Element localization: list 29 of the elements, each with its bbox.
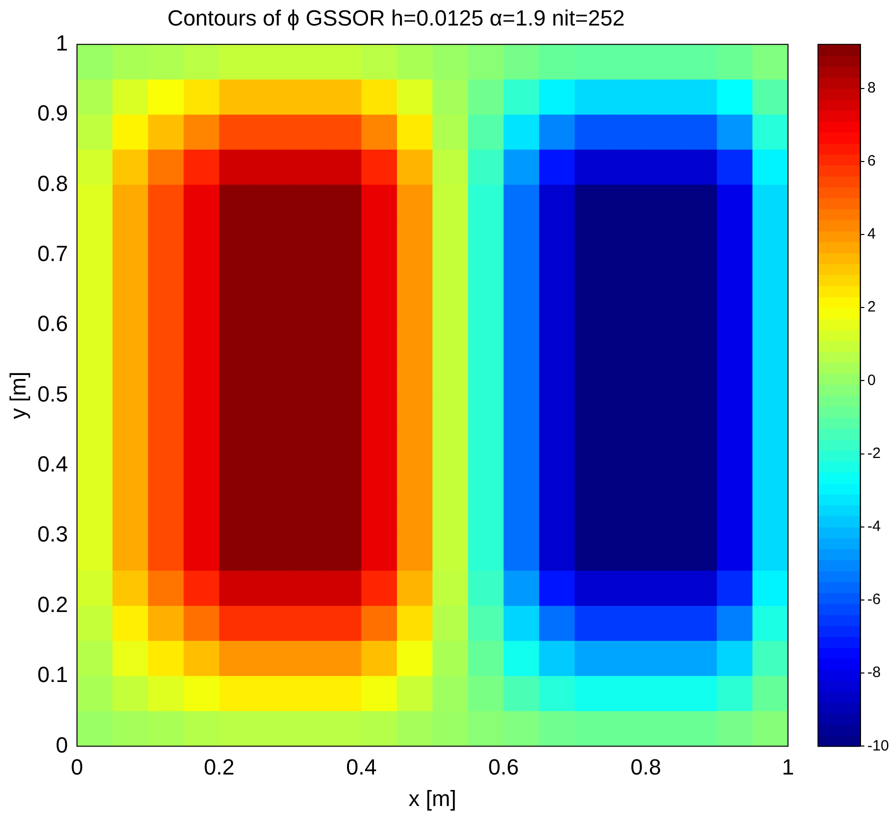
x-tick-label: 0.2 bbox=[204, 754, 234, 780]
y-tick-label: 0.2 bbox=[37, 592, 68, 617]
color-bar-label: -2 bbox=[867, 444, 881, 462]
y-tick-label: 0.1 bbox=[37, 662, 68, 688]
y-tick-label: 0.7 bbox=[37, 241, 68, 266]
y-tick-label: 0.3 bbox=[37, 522, 68, 547]
x-tick-label: 0.6 bbox=[488, 754, 519, 780]
x-tick-label: 0.8 bbox=[630, 754, 662, 780]
y-tick-label: 0.9 bbox=[37, 100, 68, 126]
color-bar-label: -6 bbox=[867, 591, 881, 608]
y-tick-label: 0 bbox=[56, 732, 68, 758]
y-axis-title: y [m] bbox=[5, 371, 30, 420]
color-bar-label: 6 bbox=[867, 152, 876, 170]
color-bar-label: -8 bbox=[867, 664, 881, 682]
x-tick-label: 0.4 bbox=[346, 754, 377, 780]
y-tick-label: 0.5 bbox=[37, 381, 68, 406]
chart-title: Contours of ϕ GSSOR h=0.0125 α=1.9 nit=252 bbox=[167, 5, 625, 30]
color-bar-label: 4 bbox=[867, 226, 876, 243]
color-bar-label: -10 bbox=[867, 737, 890, 754]
color-bar-label: 8 bbox=[867, 79, 876, 96]
color-bar-label: 2 bbox=[867, 298, 876, 316]
color-bar-label: -4 bbox=[867, 518, 881, 536]
color-bar-label: 0 bbox=[867, 372, 876, 389]
x-tick-label: 1 bbox=[782, 754, 794, 780]
y-tick-label: 0.4 bbox=[37, 452, 68, 477]
y-tick-label: 0.8 bbox=[37, 170, 68, 196]
y-tick-label: 0.6 bbox=[37, 311, 68, 336]
x-axis-title: x [m] bbox=[408, 786, 456, 811]
y-tick-label: 1 bbox=[56, 30, 68, 56]
